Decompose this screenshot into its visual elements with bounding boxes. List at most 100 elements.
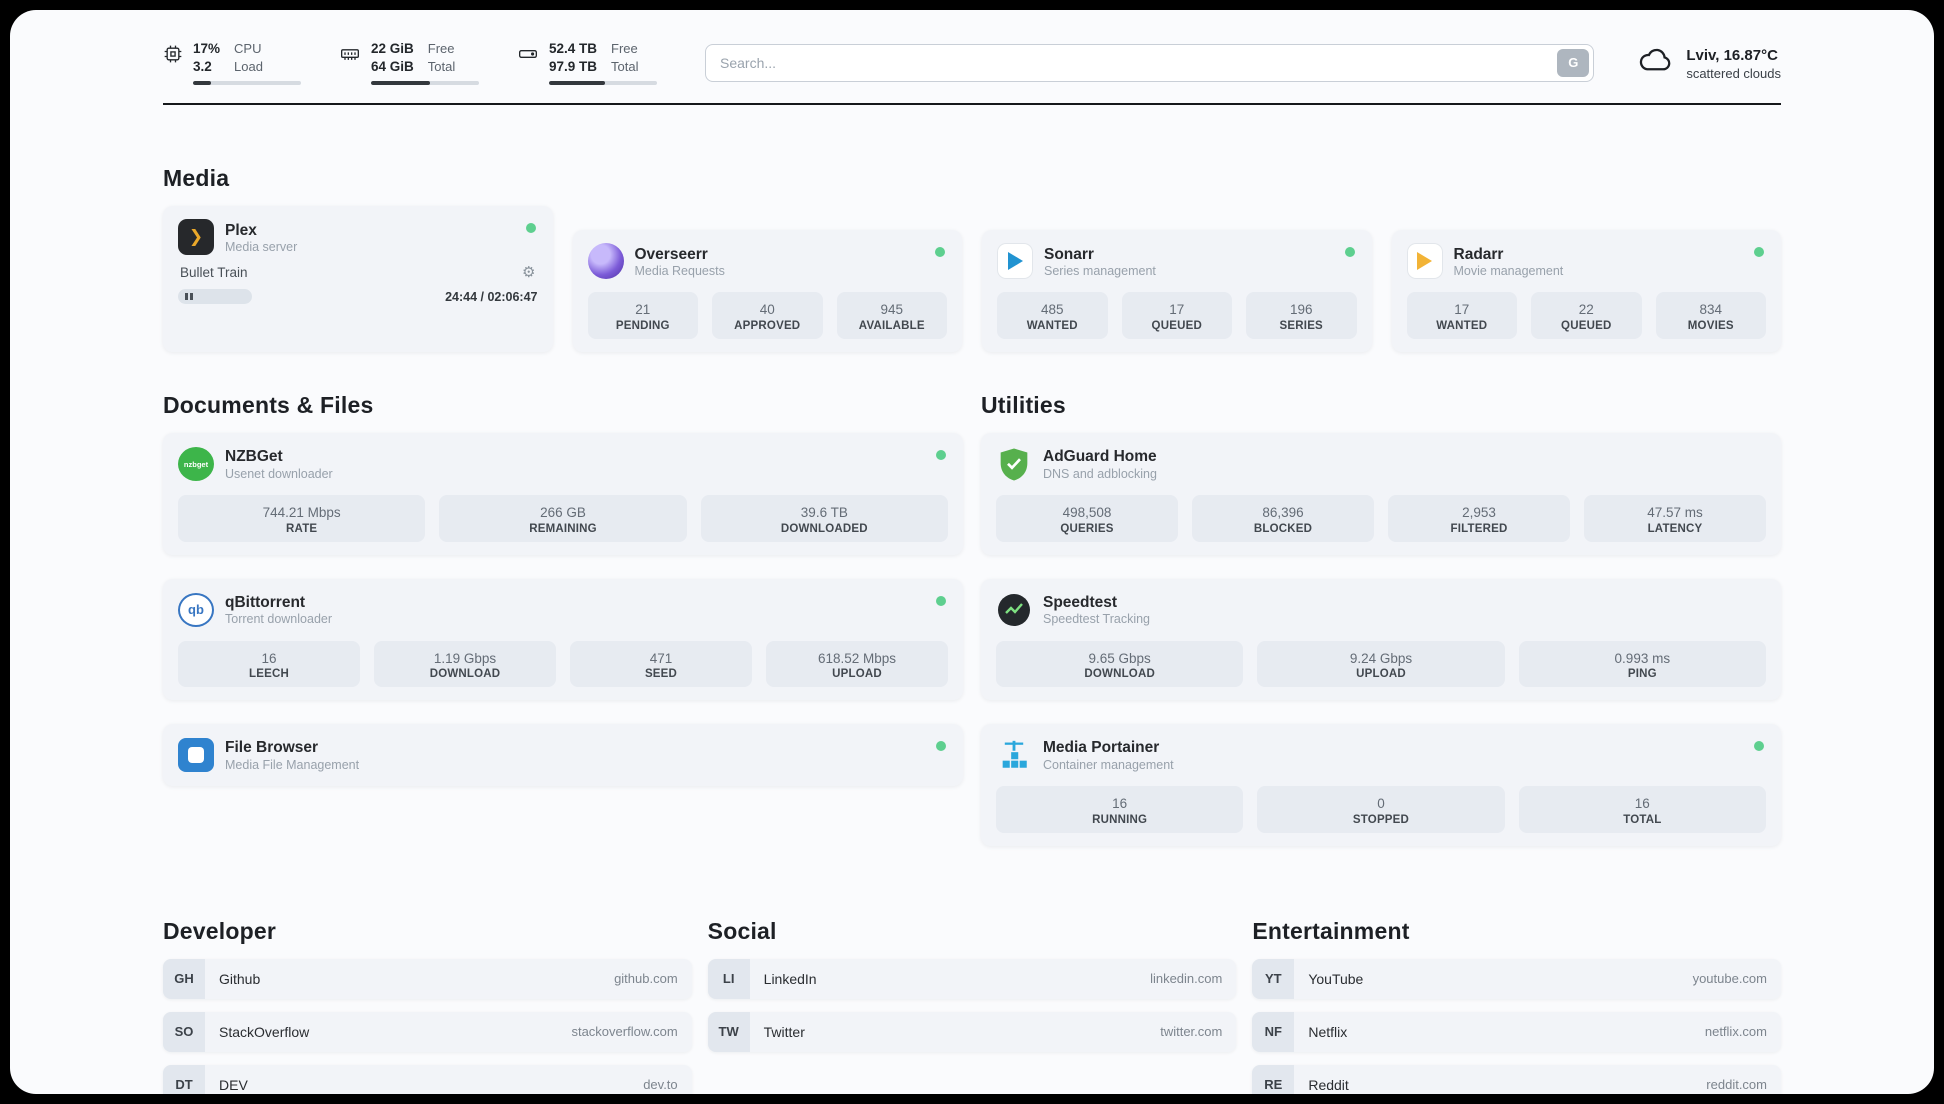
section-documents: Documents & Files nzbget NZBGet Usenet d… [163, 392, 963, 787]
app-name: qBittorrent [225, 593, 306, 611]
app-subtitle: Movie management [1453, 264, 1564, 279]
stat-download: 9.65 Gbps DOWNLOAD [996, 640, 1244, 688]
cpu-metric: 17% 3.2 CPU Load [163, 40, 301, 86]
status-online-dot [525, 223, 536, 234]
now-playing-time: 24:44 / 02:06:47 [445, 289, 538, 304]
search-bar: G [705, 43, 1595, 82]
link-github[interactable]: GH Github github.com [163, 958, 692, 999]
ram-metric: 22 GiB 64 GiB Free Total [339, 40, 479, 86]
qbittorrent-icon[interactable]: qb [178, 592, 214, 628]
stat-series: 196 SERIES [1246, 292, 1357, 339]
app-subtitle: Torrent downloader [225, 612, 333, 627]
section-title-entertainment: Entertainment [1252, 917, 1410, 944]
app-name: Plex [225, 221, 257, 239]
app-name: AdGuard Home [1043, 448, 1157, 466]
section-utilities: Utilities AdGuard Home DNS and adblockin… [981, 392, 1781, 846]
app-name: File Browser [225, 739, 319, 757]
section-title-documents: Documents & Files [163, 392, 374, 418]
app-card-portainer: Media Portainer Container management 16 R… [981, 724, 1781, 846]
speedtest-icon[interactable] [996, 592, 1032, 628]
ram-icon [339, 44, 361, 64]
stat-blocked: 86,396 BLOCKED [1192, 495, 1374, 542]
link-badge: NF [1252, 1011, 1295, 1052]
app-card-overseerr: Overseerr Media Requests 21 PENDING 40 APP… [572, 230, 962, 352]
app-subtitle: Container management [1043, 757, 1174, 772]
cpu-usage-value: 17% [193, 41, 221, 56]
stat-seed: 471 SEED [570, 640, 752, 688]
stat-downloaded: 39.6 TB DOWNLOADED [700, 495, 948, 542]
app-subtitle: DNS and adblocking [1043, 466, 1157, 481]
link-netflix[interactable]: NF Netflix netflix.com [1252, 1011, 1781, 1052]
app-card-radarr: Radarr Movie management 17 WANTED 22 QUEUE… [1391, 230, 1781, 352]
filebrowser-icon[interactable] [178, 737, 214, 773]
cpu-load-label: Load [234, 58, 263, 74]
cloud-icon [1638, 46, 1674, 79]
weather-location: Lviv, 16.87°C [1686, 46, 1778, 64]
ram-progress-bar [371, 81, 479, 86]
overseerr-icon[interactable] [587, 243, 624, 280]
link-badge: RE [1252, 1064, 1295, 1094]
link-twitter[interactable]: TW Twitter twitter.com [707, 1011, 1237, 1052]
section-media: Media ❯ Plex Media server Bullet Train [163, 165, 1781, 352]
header-divider [163, 103, 1781, 106]
section-title-social: Social [707, 917, 777, 944]
portainer-icon[interactable] [996, 737, 1032, 773]
search-input[interactable] [705, 43, 1595, 82]
gear-icon[interactable]: ⚙ [522, 264, 536, 282]
nzbget-icon[interactable]: nzbget [178, 446, 214, 482]
link-badge: YT [1252, 958, 1295, 999]
app-card-adguard: AdGuard Home DNS and adblocking 498,508 Q… [981, 433, 1781, 555]
stat-wanted: 485 WANTED [997, 292, 1108, 339]
app-subtitle: Media Requests [634, 264, 725, 279]
app-name: Overseerr [634, 245, 708, 263]
adguard-icon[interactable] [996, 446, 1032, 482]
app-name: Media Portainer [1043, 739, 1160, 757]
stat-running: 16 RUNNING [996, 786, 1244, 833]
cpu-icon [163, 44, 183, 64]
topbar: 17% 3.2 CPU Load [163, 40, 1781, 86]
section-social: Social LI LinkedIn linkedin.com TW Twitt… [707, 917, 1237, 1065]
disk-free-value: 52.4 TB [549, 41, 598, 56]
stat-ping: 0.993 ms PING [1518, 640, 1766, 688]
stat-queued: 22 QUEUED [1531, 292, 1642, 339]
stat-rate: 744.21 Mbps RATE [178, 495, 426, 542]
search-engine-button[interactable]: G [1557, 48, 1590, 77]
section-title-developer: Developer [163, 917, 277, 944]
link-badge: GH [163, 958, 205, 999]
disk-progress-bar [549, 81, 657, 86]
dashboard-page: 17% 3.2 CPU Load [10, 10, 1934, 1094]
link-stackoverflow[interactable]: SO StackOverflow stackoverflow.com [163, 1011, 692, 1052]
disk-metric: 52.4 TB 97.9 TB Free Total [517, 40, 657, 86]
app-card-qbittorrent: qb qBittorrent Torrent downloader 16 LEEC… [163, 578, 963, 701]
ram-free-value: 22 GiB [371, 41, 414, 56]
section-developer: Developer GH Github github.com SO StackO… [163, 918, 692, 1094]
app-subtitle: Speedtest Tracking [1043, 612, 1151, 627]
pause-button[interactable] [178, 289, 252, 305]
stat-total: 16 TOTAL [1518, 786, 1766, 833]
stat-stopped: 0 STOPPED [1257, 786, 1505, 833]
sonarr-icon[interactable] [997, 243, 1033, 280]
link-youtube[interactable]: YT YouTube youtube.com [1252, 958, 1781, 999]
link-dev[interactable]: DT DEV dev.to [163, 1064, 692, 1094]
disk-total-label: Total [611, 58, 639, 74]
app-name: Speedtest [1043, 593, 1118, 611]
cpu-label: CPU [234, 41, 262, 56]
link-badge: SO [163, 1011, 205, 1052]
app-card-plex: ❯ Plex Media server Bullet Train ⚙ 24:44 [163, 206, 553, 352]
link-linkedin[interactable]: LI LinkedIn linkedin.com [707, 958, 1237, 999]
app-name: Radarr [1453, 245, 1504, 263]
ram-free-label: Free [427, 41, 455, 56]
ram-total-value: 64 GiB [371, 59, 414, 75]
section-entertainment: Entertainment YT YouTube youtube.com NF … [1252, 918, 1781, 1094]
cpu-load-value: 3.2 [193, 59, 212, 75]
radarr-icon[interactable] [1406, 243, 1443, 280]
app-card-sonarr: Sonarr Series management 485 WANTED 17 QUE… [982, 230, 1372, 352]
disk-free-label: Free [611, 41, 638, 56]
app-name: Sonarr [1044, 245, 1094, 263]
stat-upload: 618.52 Mbps UPLOAD [766, 640, 948, 688]
stat-upload: 9.24 Gbps UPLOAD [1257, 640, 1505, 688]
link-reddit[interactable]: RE Reddit reddit.com [1252, 1064, 1781, 1094]
stat-pending: 21 PENDING [587, 292, 698, 339]
app-card-speedtest: Speedtest Speedtest Tracking 9.65 Gbps DO… [981, 578, 1781, 701]
plex-icon[interactable]: ❯ [178, 219, 214, 256]
